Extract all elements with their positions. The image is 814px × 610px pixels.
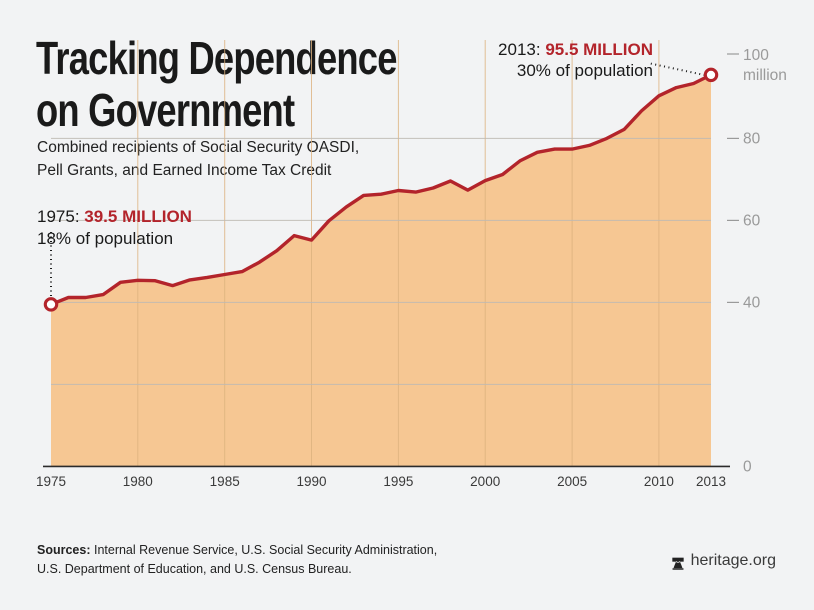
svg-text:2005: 2005 [557, 474, 587, 489]
svg-text:1985: 1985 [210, 474, 240, 489]
svg-text:million: million [743, 67, 787, 84]
svg-text:2013: 2013 [696, 474, 726, 489]
svg-text:1975: 1975 [36, 474, 66, 489]
svg-text:1990: 1990 [296, 474, 326, 489]
svg-text:2000: 2000 [470, 474, 500, 489]
svg-text:80: 80 [743, 131, 761, 148]
svg-text:1995: 1995 [383, 474, 413, 489]
svg-text:2010: 2010 [644, 474, 674, 489]
svg-text:1980: 1980 [123, 474, 153, 489]
svg-text:40: 40 [743, 295, 761, 312]
svg-text:60: 60 [743, 213, 761, 230]
svg-text:100: 100 [743, 47, 769, 64]
svg-text:0: 0 [743, 459, 752, 476]
